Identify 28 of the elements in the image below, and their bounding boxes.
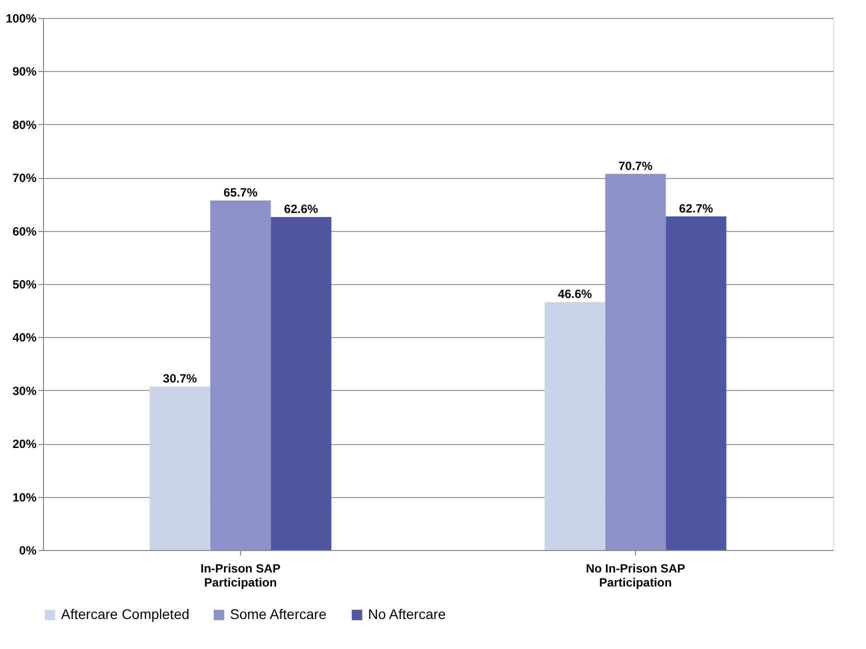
y-tick-label: 10% [12,490,37,504]
bar [210,200,271,550]
y-tick-label: 90% [12,64,37,79]
bar [150,386,210,550]
data-label: 30.7% [162,372,198,386]
y-tick-label: 0% [19,544,37,558]
legend-label: Aftercare Completed [61,606,190,622]
bar [666,216,726,550]
legend-label: Some Aftercare [230,606,327,622]
y-tick-label: 50% [12,278,37,292]
data-label: 62.6% [284,202,318,216]
y-tick-label: 30% [12,384,37,398]
y-tick-label: 70% [12,171,37,186]
legend-label: No Aftercare [368,606,446,622]
bar [270,216,332,550]
x-tick-label: In-Prison SAP Participation [200,562,281,590]
data-label: 70.7% [618,158,653,173]
bar [605,174,666,550]
bar [544,302,606,550]
data-label: 65.7% [223,185,258,200]
y-tick-label: 40% [12,330,37,345]
y-tick-label: 60% [12,224,37,238]
y-tick-label: 100% [6,12,37,26]
y-tick-label: 80% [12,118,37,132]
data-label: 46.6% [558,287,592,302]
y-tick-label: 20% [12,437,37,452]
data-label: 62.7% [679,201,714,216]
x-tick-label: No In-Prison SAP Participation [586,562,686,590]
